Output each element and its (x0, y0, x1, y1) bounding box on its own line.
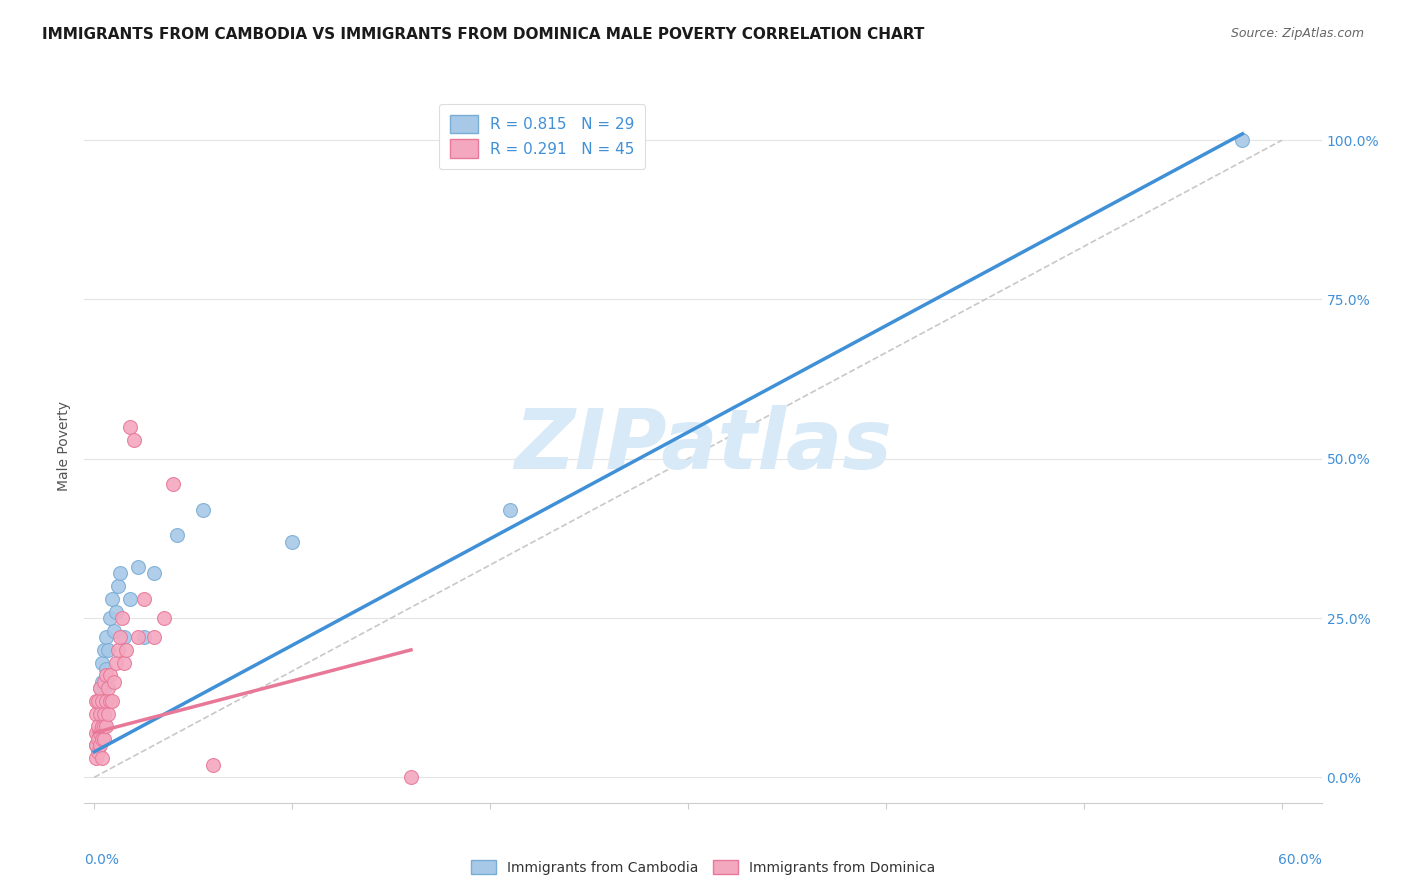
Point (93, 674, 115, 689)
Text: IMMIGRANTS FROM CAMBODIA VS IMMIGRANTS FROM DOMINICA MALE POVERTY CORRELATION CH: IMMIGRANTS FROM CAMBODIA VS IMMIGRANTS F… (42, 27, 925, 42)
Point (118, 591, 141, 606)
Point (98, 611, 121, 625)
Point (89, 706, 111, 721)
Point (91, 694, 114, 708)
Point (94, 630, 117, 644)
Point (103, 674, 125, 689)
Point (84, 725, 107, 739)
Point (132, 630, 155, 644)
Point (118, 420, 141, 434)
Point (101, 591, 124, 606)
Point (127, 560, 149, 574)
Point (84, 739, 107, 753)
Point (112, 656, 135, 670)
Point (87, 694, 110, 708)
Point (107, 643, 129, 657)
Legend: R = 0.815   N = 29, R = 0.291   N = 45: R = 0.815 N = 29, R = 0.291 N = 45 (440, 104, 645, 169)
Point (84, 751, 107, 765)
Point (108, 566, 131, 581)
Point (98, 668, 121, 682)
Point (108, 630, 131, 644)
Text: Source: ZipAtlas.com: Source: ZipAtlas.com (1230, 27, 1364, 40)
Point (115, 643, 138, 657)
Point (111, 611, 134, 625)
Point (87, 725, 110, 739)
Point (87, 694, 110, 708)
Point (94, 719, 117, 733)
Point (87, 719, 110, 733)
Point (112, 630, 135, 644)
Point (281, 534, 304, 549)
Point (127, 630, 149, 644)
Point (93, 732, 115, 747)
Point (93, 706, 115, 721)
Legend: Immigrants from Cambodia, Immigrants from Dominica: Immigrants from Cambodia, Immigrants fro… (465, 855, 941, 880)
Point (97, 706, 120, 721)
Point (142, 566, 165, 581)
Point (84, 706, 107, 721)
Point (94, 662, 117, 676)
Point (93, 719, 115, 733)
Point (89, 739, 111, 753)
Point (89, 725, 111, 739)
Text: ZIPatlas: ZIPatlas (515, 406, 891, 486)
Point (91, 656, 114, 670)
Point (1232, 133, 1254, 147)
Point (103, 624, 125, 638)
Point (132, 591, 155, 606)
Point (93, 681, 115, 695)
Point (142, 630, 165, 644)
Point (93, 643, 115, 657)
Point (94, 668, 117, 682)
Point (166, 528, 188, 542)
Point (91, 719, 114, 733)
Point (87, 732, 110, 747)
Point (191, 502, 214, 516)
Point (91, 732, 114, 747)
Point (87, 745, 110, 759)
Point (105, 605, 128, 619)
Point (97, 643, 120, 657)
Point (91, 751, 114, 765)
Point (89, 681, 111, 695)
Text: 0.0%: 0.0% (84, 853, 120, 867)
Point (98, 694, 121, 708)
Point (162, 477, 184, 491)
Point (91, 674, 114, 689)
Point (94, 694, 117, 708)
Point (107, 579, 129, 593)
Point (89, 732, 111, 747)
Text: 60.0%: 60.0% (1278, 853, 1322, 867)
Point (84, 739, 107, 753)
Y-axis label: Male Poverty: Male Poverty (58, 401, 72, 491)
Point (202, 757, 225, 772)
Point (499, 502, 522, 516)
Point (89, 681, 111, 695)
Point (105, 656, 128, 670)
Point (399, 770, 422, 784)
Point (152, 611, 174, 625)
Point (89, 706, 111, 721)
Point (122, 433, 145, 447)
Point (101, 694, 124, 708)
Point (84, 694, 107, 708)
Point (97, 681, 120, 695)
